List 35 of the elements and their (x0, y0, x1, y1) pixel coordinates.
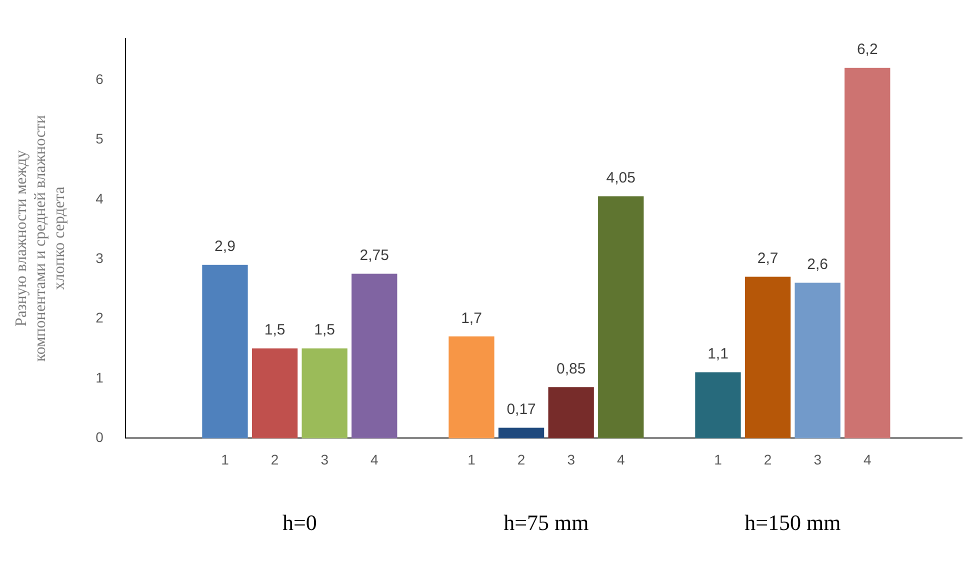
data-label: 6,2 (856, 41, 878, 58)
x-tick-label: 4 (863, 451, 872, 468)
x-tick-label: 4 (616, 451, 625, 468)
data-label: 2,9 (214, 238, 236, 256)
x-tick-label: 2 (517, 451, 526, 468)
y-tick-label: 1 (96, 369, 104, 386)
data-label: 4,05 (606, 170, 636, 187)
x-tick-label: 1 (221, 451, 230, 468)
x-tick-label: 2 (270, 451, 279, 468)
x-tick-label: 1 (468, 451, 476, 468)
data-label: 1,5 (314, 322, 336, 339)
data-label: 2,6 (807, 256, 828, 274)
x-tick-label: 3 (567, 451, 576, 468)
x-tick-label: 3 (814, 451, 822, 468)
data-label: 1,7 (461, 310, 482, 327)
data-label: 2,7 (757, 250, 778, 268)
text: h=150 mm (744, 510, 841, 536)
data-label: 0,17 (506, 401, 536, 418)
y-tick-label: 3 (96, 250, 104, 266)
y-tick-label: 0 (96, 429, 104, 446)
data-label: 0,85 (556, 360, 586, 378)
x-tick-label: 4 (370, 451, 378, 468)
data-label: 1,5 (264, 322, 286, 339)
text: h=0 (282, 510, 317, 536)
data-label: 1,1 (708, 346, 728, 363)
x-tick-label: 3 (320, 451, 329, 468)
x-tick-label: 2 (764, 451, 772, 468)
y-tick-label: 2 (96, 310, 104, 326)
y-axis-title: Разную влажности между компонентами и средней влажности хлопко сердета (12, 114, 68, 362)
y-tick-label: 6 (96, 71, 104, 88)
data-label: 2,75 (360, 247, 389, 264)
x-tick-label: 1 (714, 451, 722, 468)
y-tick-label: 4 (96, 190, 104, 206)
text: h=75 mm (504, 510, 589, 536)
y-tick-label: 5 (96, 130, 104, 147)
